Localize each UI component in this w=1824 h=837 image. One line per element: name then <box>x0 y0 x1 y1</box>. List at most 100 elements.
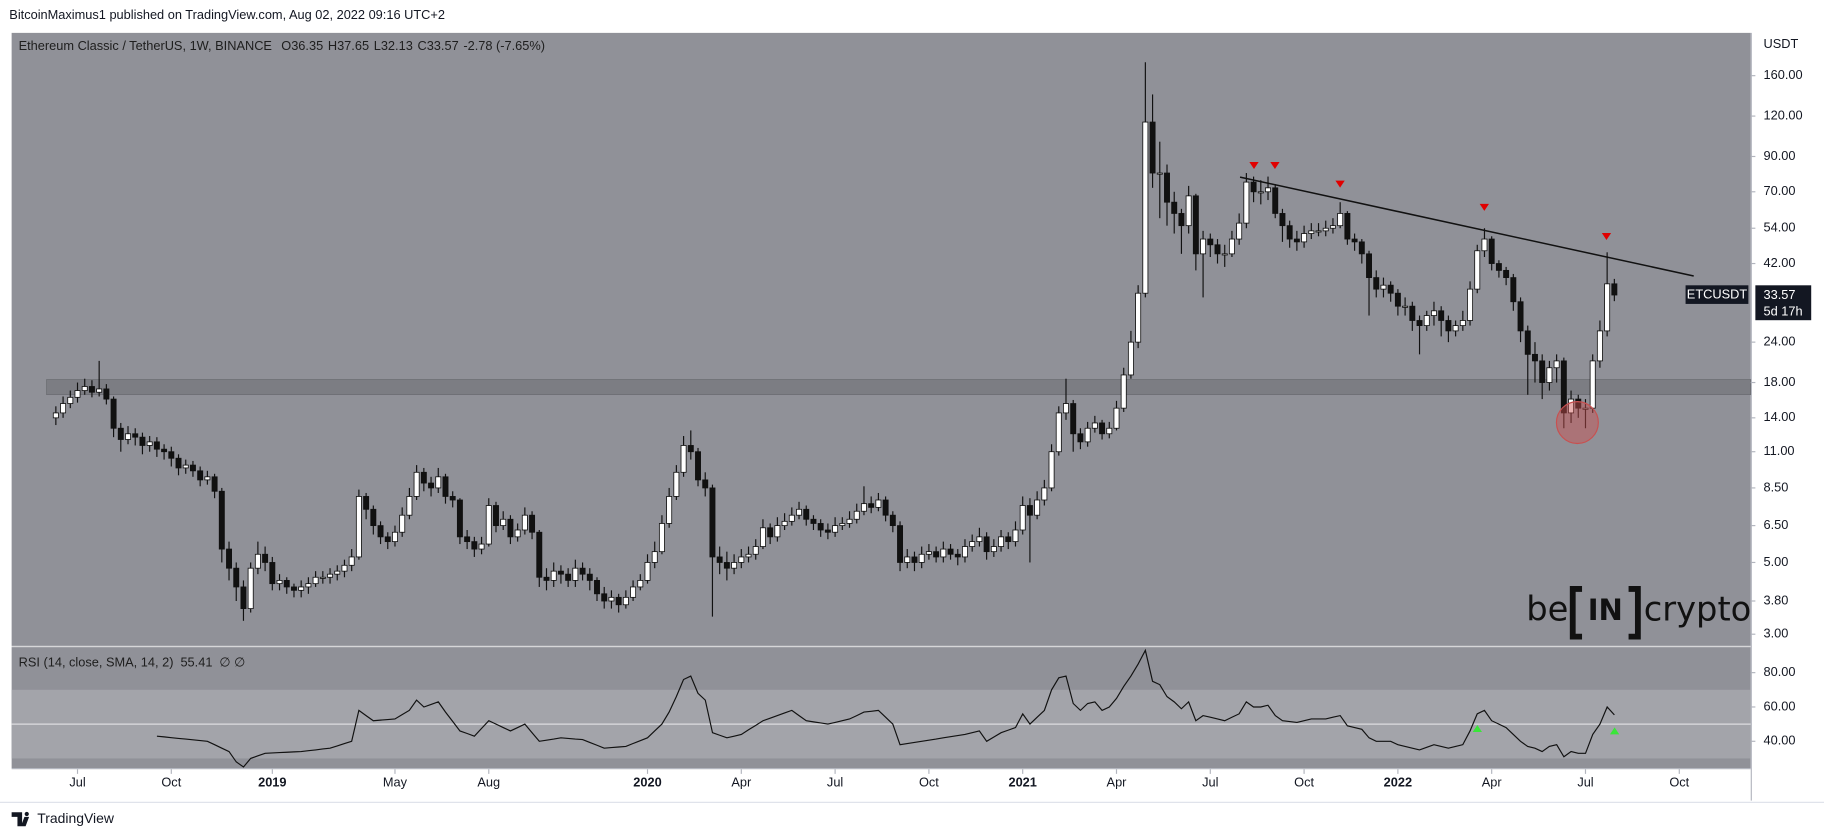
ohlc-value: 37.65 <box>337 38 369 53</box>
candle-body <box>673 471 680 497</box>
ohlc-value: 33.57 <box>427 38 459 53</box>
candle-body <box>1091 422 1098 429</box>
candle-body <box>456 499 463 538</box>
candle-body <box>716 556 723 563</box>
x-tick-label: Oct <box>919 775 939 790</box>
candle-body <box>998 536 1005 547</box>
candle-body <box>788 514 795 522</box>
candle-body <box>1344 213 1351 240</box>
candle-body <box>1337 213 1344 227</box>
candle-body <box>1560 360 1567 414</box>
candle-body <box>67 396 74 404</box>
candle-body <box>1005 536 1012 543</box>
candle-body <box>1236 222 1243 240</box>
candle-body <box>1351 238 1358 243</box>
x-tick-label: 2021 <box>1008 775 1036 790</box>
candle-body <box>312 576 319 585</box>
candle-body <box>1012 529 1019 543</box>
rsi-line <box>156 648 1615 768</box>
candle-body <box>1106 427 1113 435</box>
candle-body <box>96 388 103 393</box>
candle-body <box>1185 195 1192 227</box>
candle-body <box>1135 292 1142 343</box>
marks <box>11 62 1751 768</box>
candle-body <box>406 496 413 516</box>
y-tick-label: 11.00 <box>1764 443 1795 458</box>
candle-body <box>882 499 889 516</box>
y-tick-label: 60.00 <box>1764 698 1796 713</box>
candle-body <box>197 470 204 481</box>
candle-body <box>1423 315 1430 327</box>
candle-body <box>1452 325 1459 332</box>
candle-body <box>485 505 492 545</box>
candle-body <box>759 527 766 547</box>
candle-body <box>1200 238 1207 255</box>
red-arrow <box>1601 232 1612 240</box>
y-tick-label: 3.00 <box>1764 626 1789 641</box>
red-arrow <box>1479 203 1489 211</box>
candle-body <box>117 427 124 440</box>
candle-body <box>911 556 918 563</box>
candle-body <box>363 496 370 510</box>
y-tick-label: 5.00 <box>1764 554 1789 569</box>
candle-body <box>983 536 990 553</box>
candle-body <box>327 573 334 578</box>
candle-body <box>853 510 860 520</box>
candle-body <box>969 541 976 547</box>
bottom-highlight <box>1555 401 1599 445</box>
candle-body <box>1445 320 1452 332</box>
candle-body <box>74 390 81 398</box>
candle-body <box>1070 403 1077 435</box>
candle-body <box>1178 213 1185 227</box>
candle-body <box>1055 412 1062 453</box>
candle-body <box>637 580 644 588</box>
y-tick-label: 14.00 <box>1764 409 1796 424</box>
candle-body <box>1459 320 1466 327</box>
rsi-title: RSI (14, close, SMA, 14, 2) <box>19 655 174 670</box>
y-tick-label: 54.00 <box>1764 220 1796 235</box>
candle-body <box>464 536 471 543</box>
candle-body <box>832 525 839 533</box>
candle-body <box>493 505 499 527</box>
candle-body <box>175 457 182 469</box>
candle-body <box>1265 187 1271 193</box>
candle-body <box>1329 225 1336 229</box>
candle-body <box>420 471 427 484</box>
candle-body <box>81 386 88 391</box>
y-tick-label: 120.00 <box>1764 107 1803 122</box>
candle-body <box>218 490 225 550</box>
candle-body <box>139 436 146 446</box>
y-tick-label: 90.00 <box>1764 148 1796 163</box>
candle-body <box>824 529 831 533</box>
candle-body <box>1120 374 1127 409</box>
candle-body <box>976 536 983 543</box>
candle-body <box>103 388 110 400</box>
candle-body <box>875 499 882 508</box>
candle-body <box>1077 433 1084 443</box>
countdown: 5d 17h <box>1764 303 1803 318</box>
candle-body <box>666 496 673 524</box>
price-pane <box>11 32 1751 646</box>
candle-body <box>1127 341 1134 376</box>
candle-body <box>1553 360 1560 369</box>
candle-body <box>608 596 615 602</box>
ohlc-label: C <box>417 38 426 53</box>
candle-body <box>803 508 810 520</box>
candle-body <box>1596 330 1603 362</box>
candle-body <box>1409 305 1416 321</box>
candle-body <box>933 551 940 558</box>
divergence-markers <box>1472 725 1620 735</box>
candle-body <box>846 518 853 524</box>
candle-body <box>413 471 420 497</box>
candle-body <box>1322 227 1329 232</box>
x-tick-label: Apr <box>731 775 752 790</box>
watermark-bracket <box>1569 586 1641 640</box>
candle-body <box>1279 213 1286 227</box>
candle-body <box>651 551 658 563</box>
candle-body <box>204 476 211 481</box>
candle-body <box>290 586 297 591</box>
candle-body <box>182 464 189 469</box>
red-arrow <box>1249 162 1259 169</box>
ohlc-label: O <box>281 38 291 53</box>
candle-body <box>702 479 709 489</box>
